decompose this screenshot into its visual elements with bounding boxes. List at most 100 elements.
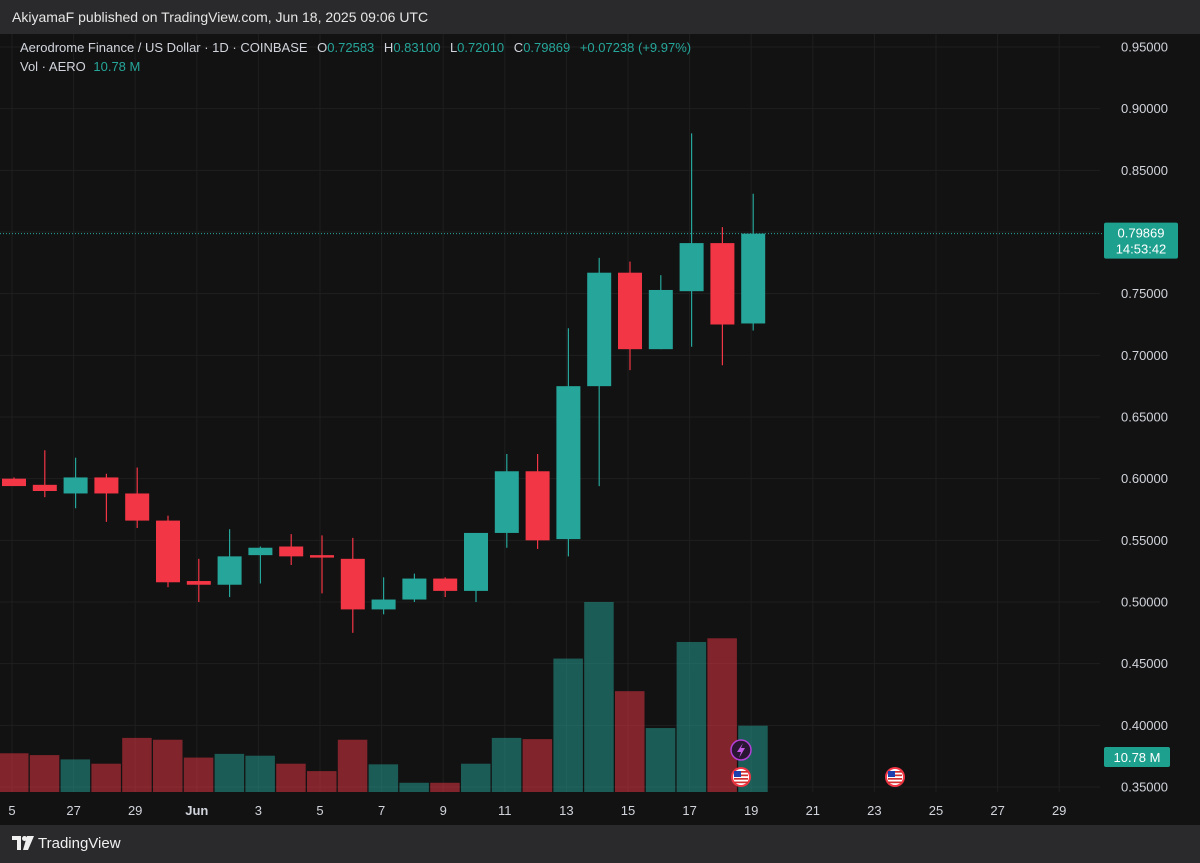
volume-bar (91, 763, 121, 792)
candle-body (94, 477, 119, 494)
close-label: C (513, 40, 524, 55)
tradingview-logo-icon[interactable] (12, 836, 34, 850)
candle-body (494, 471, 519, 533)
volume-bar (29, 755, 60, 792)
candle-body (464, 532, 488, 591)
candle-body (248, 547, 273, 556)
volume-bar (307, 771, 337, 792)
flag-icon-stripe (888, 781, 902, 784)
footer-bar: TradingView (0, 825, 1200, 863)
volume-value: 10.78 M (93, 59, 141, 74)
volume-bar (0, 753, 29, 792)
volume-bar (491, 737, 522, 792)
candle-body (371, 599, 396, 610)
x-tick-label: 19 (744, 803, 758, 818)
chart-legend-volume: Vol · AERO 10.78 M (20, 59, 140, 74)
volume-tag (1104, 747, 1170, 767)
flag-icon-canton (734, 771, 741, 777)
y-tick-label: 0.95000 (1121, 40, 1168, 55)
us-flag-event-icon[interactable] (885, 767, 905, 787)
y-tick-label: 0.85000 (1121, 163, 1168, 178)
lightning-icon-bolt (737, 743, 745, 758)
candle-body (402, 578, 427, 600)
chart-area[interactable]: 0.35000 0.40000 0.45000 0.50000 0.55000 0.600… (0, 34, 1200, 825)
candle-body (2, 478, 26, 487)
open-value: 0.72583 (327, 40, 375, 55)
high-label: H (383, 40, 394, 55)
volume-bar (430, 782, 460, 792)
volume-bar (183, 757, 214, 792)
candle-body (648, 289, 673, 350)
open-label: O (317, 40, 328, 55)
volume-bar (676, 641, 707, 792)
price-tag-price: 0.79869 (1118, 226, 1165, 241)
low-label: L (449, 40, 458, 55)
volume-bar (522, 739, 553, 792)
candle-body (433, 578, 458, 591)
flag-icon-stripe (734, 778, 748, 780)
price-tag-countdown: 14:53:42 (1116, 242, 1167, 257)
x-tick-label: 29 (128, 803, 142, 818)
volume-bar (707, 638, 737, 792)
x-tick-label: 25 (929, 803, 943, 818)
us-flag-event-icon[interactable] (731, 767, 751, 787)
volume-bar (645, 728, 676, 792)
volume-bar (276, 763, 306, 792)
candle-body (741, 233, 766, 324)
candle-body (186, 581, 211, 585)
candle-body (340, 558, 365, 610)
volume-bar (122, 737, 152, 792)
flag-icon-canton (888, 771, 895, 777)
y-tick-label: 0.90000 (1121, 101, 1168, 116)
x-tick-label: 13 (559, 803, 573, 818)
x-tick-label: 3 (255, 803, 262, 818)
candle-body (556, 386, 581, 540)
y-tick-label: 0.50000 (1121, 595, 1168, 610)
candle-body (32, 484, 57, 491)
x-tick-label: 29 (1052, 803, 1066, 818)
x-tick-label: 17 (682, 803, 696, 818)
x-tick-label: 11 (498, 803, 512, 818)
symbol-label: Aerodrome Finance / US Dollar · 1D · COI… (20, 40, 308, 55)
y-tick-label: 0.45000 (1121, 656, 1168, 671)
candle-body (279, 546, 304, 557)
x-tick-label: 5 (316, 803, 323, 818)
close-value: 0.79869 (523, 40, 571, 55)
footer-brand-text[interactable]: TradingView (38, 835, 121, 852)
x-tick-label: 27 (990, 803, 1004, 818)
volume-tag-value: 10.78 M (1114, 750, 1161, 765)
x-tick-label: Jun (185, 803, 208, 818)
volume-bar (60, 759, 91, 792)
x-tick-label: 15 (621, 803, 635, 818)
y-tick-label: 0.55000 (1121, 533, 1168, 548)
y-tick-label: 0.35000 (1121, 780, 1168, 795)
y-tick-label: 0.70000 (1121, 348, 1168, 363)
candlestick-chart[interactable]: 0.35000 0.40000 0.45000 0.50000 0.55000 0.600… (0, 34, 1200, 825)
y-tick-label: 0.40000 (1121, 718, 1168, 733)
change-value: +0.07238 (+9.97%) (579, 40, 692, 55)
y-tick-label: 0.60000 (1121, 471, 1168, 486)
lightning-event-icon[interactable] (730, 739, 752, 761)
volume-bar (399, 782, 429, 792)
x-tick-label: 7 (378, 803, 385, 818)
y-tick-label: 0.75000 (1121, 286, 1168, 301)
chart-legend-ohlc: Aerodrome Finance / US Dollar · 1D · COI… (20, 40, 697, 55)
volume-bar (553, 658, 583, 792)
candle-body (525, 471, 550, 541)
candle-body (63, 477, 88, 494)
candle-body (156, 520, 180, 583)
high-value: 0.83100 (393, 40, 441, 55)
candle-body (618, 272, 642, 350)
flag-icon-stripe (734, 781, 748, 784)
publish-header-text: AkiyamaF published on TradingView.com, J… (12, 9, 429, 25)
flag-icon-stripe (888, 778, 902, 780)
volume-bar (214, 753, 245, 792)
volume-label: Vol · AERO (20, 59, 86, 74)
volume-bar (153, 739, 183, 792)
x-tick-label: 23 (867, 803, 881, 818)
candle-body (679, 243, 704, 292)
volume-bar (584, 602, 614, 792)
x-tick-label: 9 (440, 803, 447, 818)
candle-body (217, 556, 242, 585)
volume-bar (337, 739, 368, 792)
